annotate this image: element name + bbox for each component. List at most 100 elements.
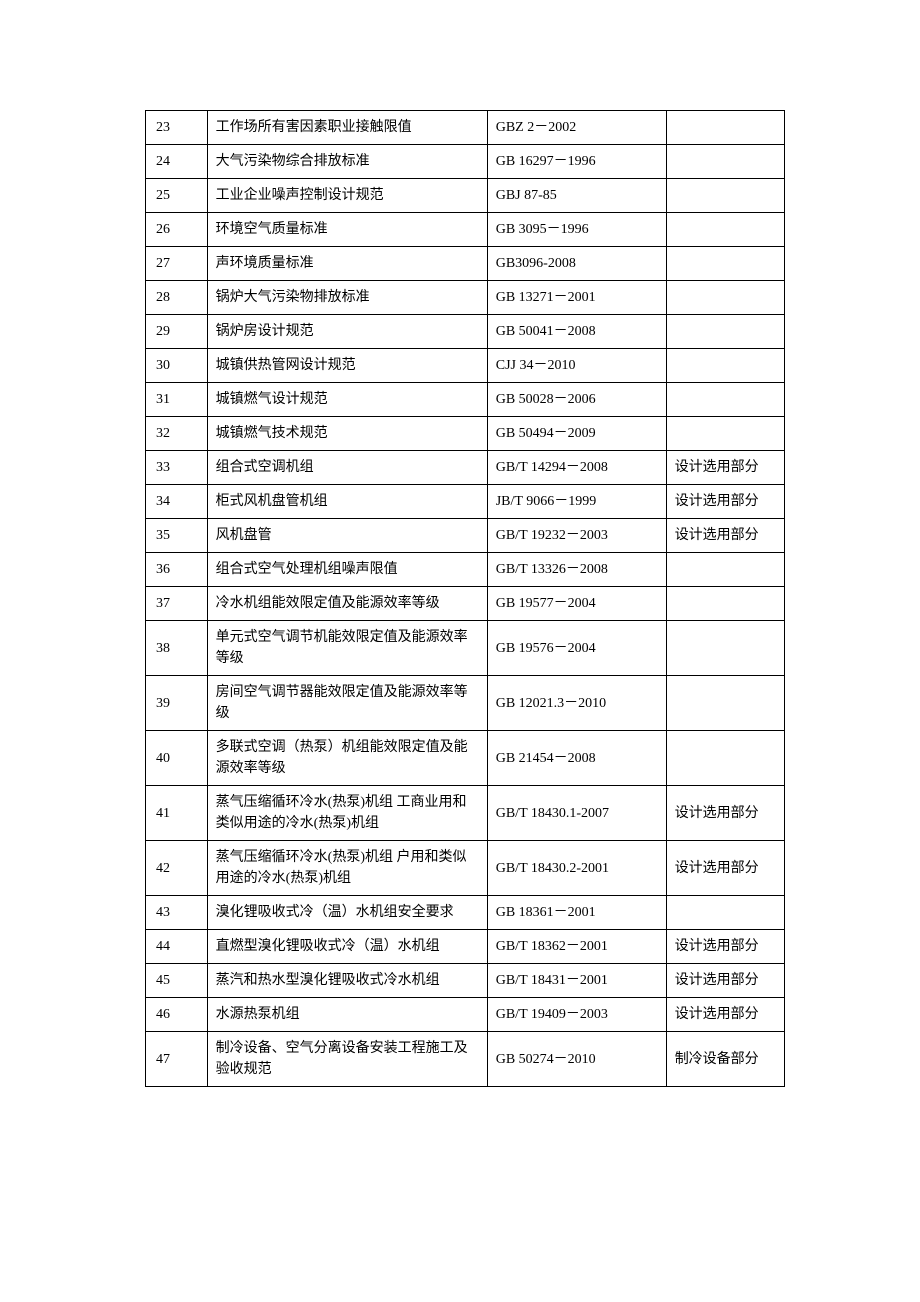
table-row: 35风机盘管GB/T 19232－2003设计选用部分 [146,519,785,553]
table-row: 43溴化锂吸收式冷（温）水机组安全要求GB 18361－2001 [146,896,785,930]
row-number: 36 [146,553,208,587]
standard-name: 多联式空调（热泵）机组能效限定值及能源效率等级 [207,731,487,786]
table-row: 40多联式空调（热泵）机组能效限定值及能源效率等级GB 21454－2008 [146,731,785,786]
remark [666,111,784,145]
remark [666,179,784,213]
row-number: 32 [146,417,208,451]
row-number: 24 [146,145,208,179]
remark [666,676,784,731]
row-number: 34 [146,485,208,519]
table-row: 25工业企业噪声控制设计规范GBJ 87-85 [146,179,785,213]
table-row: 27声环境质量标准GB3096-2008 [146,247,785,281]
standard-name: 溴化锂吸收式冷（温）水机组安全要求 [207,896,487,930]
standard-code: JB/T 9066－1999 [487,485,666,519]
standard-code: GBZ 2－2002 [487,111,666,145]
table-row: 37冷水机组能效限定值及能源效率等级GB 19577－2004 [146,587,785,621]
standard-name: 锅炉大气污染物排放标准 [207,281,487,315]
standard-code: GB 21454－2008 [487,731,666,786]
table-row: 30城镇供热管网设计规范CJJ 34－2010 [146,349,785,383]
standards-table: 23工作场所有害因素职业接触限值GBZ 2－200224大气污染物综合排放标准G… [145,110,785,1087]
table-body: 23工作场所有害因素职业接触限值GBZ 2－200224大气污染物综合排放标准G… [146,111,785,1087]
table-row: 31城镇燃气设计规范GB 50028－2006 [146,383,785,417]
standard-name: 风机盘管 [207,519,487,553]
remark [666,247,784,281]
table-row: 44直燃型溴化锂吸收式冷（温）水机组GB/T 18362－2001设计选用部分 [146,930,785,964]
table-row: 41蒸气压缩循环冷水(热泵)机组 工商业用和类似用途的冷水(热泵)机组GB/T … [146,786,785,841]
standard-name: 城镇燃气技术规范 [207,417,487,451]
table-row: 26环境空气质量标准GB 3095－1996 [146,213,785,247]
standard-code: GB/T 14294－2008 [487,451,666,485]
standard-code: GB/T 13326－2008 [487,553,666,587]
table-row: 23工作场所有害因素职业接触限值GBZ 2－2002 [146,111,785,145]
standard-name: 冷水机组能效限定值及能源效率等级 [207,587,487,621]
remark: 设计选用部分 [666,485,784,519]
remark [666,145,784,179]
remark [666,383,784,417]
table-row: 32城镇燃气技术规范GB 50494－2009 [146,417,785,451]
standard-code: GB 50274－2010 [487,1032,666,1087]
standard-name: 制冷设备、空气分离设备安装工程施工及验收规范 [207,1032,487,1087]
standard-code: GB 50494－2009 [487,417,666,451]
table-row: 24大气污染物综合排放标准GB 16297－1996 [146,145,785,179]
remark: 设计选用部分 [666,451,784,485]
standard-code: GB 13271－2001 [487,281,666,315]
standard-name: 城镇供热管网设计规范 [207,349,487,383]
row-number: 29 [146,315,208,349]
standard-name: 水源热泵机组 [207,998,487,1032]
standard-name: 组合式空调机组 [207,451,487,485]
table-row: 29锅炉房设计规范GB 50041－2008 [146,315,785,349]
standard-code: GB/T 19409－2003 [487,998,666,1032]
table-row: 38单元式空气调节机能效限定值及能源效率等级GB 19576－2004 [146,621,785,676]
row-number: 47 [146,1032,208,1087]
standard-code: GB3096-2008 [487,247,666,281]
remark: 设计选用部分 [666,786,784,841]
remark: 设计选用部分 [666,519,784,553]
standard-name: 锅炉房设计规范 [207,315,487,349]
table-row: 39房间空气调节器能效限定值及能源效率等级GB 12021.3－2010 [146,676,785,731]
standard-name: 大气污染物综合排放标准 [207,145,487,179]
row-number: 41 [146,786,208,841]
standard-name: 组合式空气处理机组噪声限值 [207,553,487,587]
row-number: 26 [146,213,208,247]
standard-code: GB 3095－1996 [487,213,666,247]
standard-name: 柜式风机盘管机组 [207,485,487,519]
standard-name: 蒸气压缩循环冷水(热泵)机组 工商业用和类似用途的冷水(热泵)机组 [207,786,487,841]
table-row: 34柜式风机盘管机组JB/T 9066－1999设计选用部分 [146,485,785,519]
standard-code: GB 19576－2004 [487,621,666,676]
standard-code: GB/T 18430.1-2007 [487,786,666,841]
page-container: 23工作场所有害因素职业接触限值GBZ 2－200224大气污染物综合排放标准G… [0,0,920,1187]
row-number: 45 [146,964,208,998]
standard-code: GB 50041－2008 [487,315,666,349]
row-number: 33 [146,451,208,485]
table-row: 42蒸气压缩循环冷水(热泵)机组 户用和类似用途的冷水(热泵)机组GB/T 18… [146,841,785,896]
row-number: 44 [146,930,208,964]
standard-code: CJJ 34－2010 [487,349,666,383]
standard-name: 蒸汽和热水型溴化锂吸收式冷水机组 [207,964,487,998]
remark [666,553,784,587]
standard-code: GB 18361－2001 [487,896,666,930]
remark [666,731,784,786]
standard-code: GB/T 19232－2003 [487,519,666,553]
row-number: 42 [146,841,208,896]
row-number: 23 [146,111,208,145]
row-number: 37 [146,587,208,621]
standard-name: 城镇燃气设计规范 [207,383,487,417]
row-number: 39 [146,676,208,731]
standard-name: 直燃型溴化锂吸收式冷（温）水机组 [207,930,487,964]
row-number: 38 [146,621,208,676]
row-number: 40 [146,731,208,786]
row-number: 31 [146,383,208,417]
standard-name: 房间空气调节器能效限定值及能源效率等级 [207,676,487,731]
row-number: 30 [146,349,208,383]
remark [666,417,784,451]
remark [666,621,784,676]
table-row: 33组合式空调机组GB/T 14294－2008设计选用部分 [146,451,785,485]
standard-code: GB 19577－2004 [487,587,666,621]
standard-name: 环境空气质量标准 [207,213,487,247]
standard-code: GB 50028－2006 [487,383,666,417]
remark [666,896,784,930]
table-row: 46水源热泵机组GB/T 19409－2003设计选用部分 [146,998,785,1032]
row-number: 35 [146,519,208,553]
standard-code: GB/T 18431－2001 [487,964,666,998]
standard-name: 工业企业噪声控制设计规范 [207,179,487,213]
